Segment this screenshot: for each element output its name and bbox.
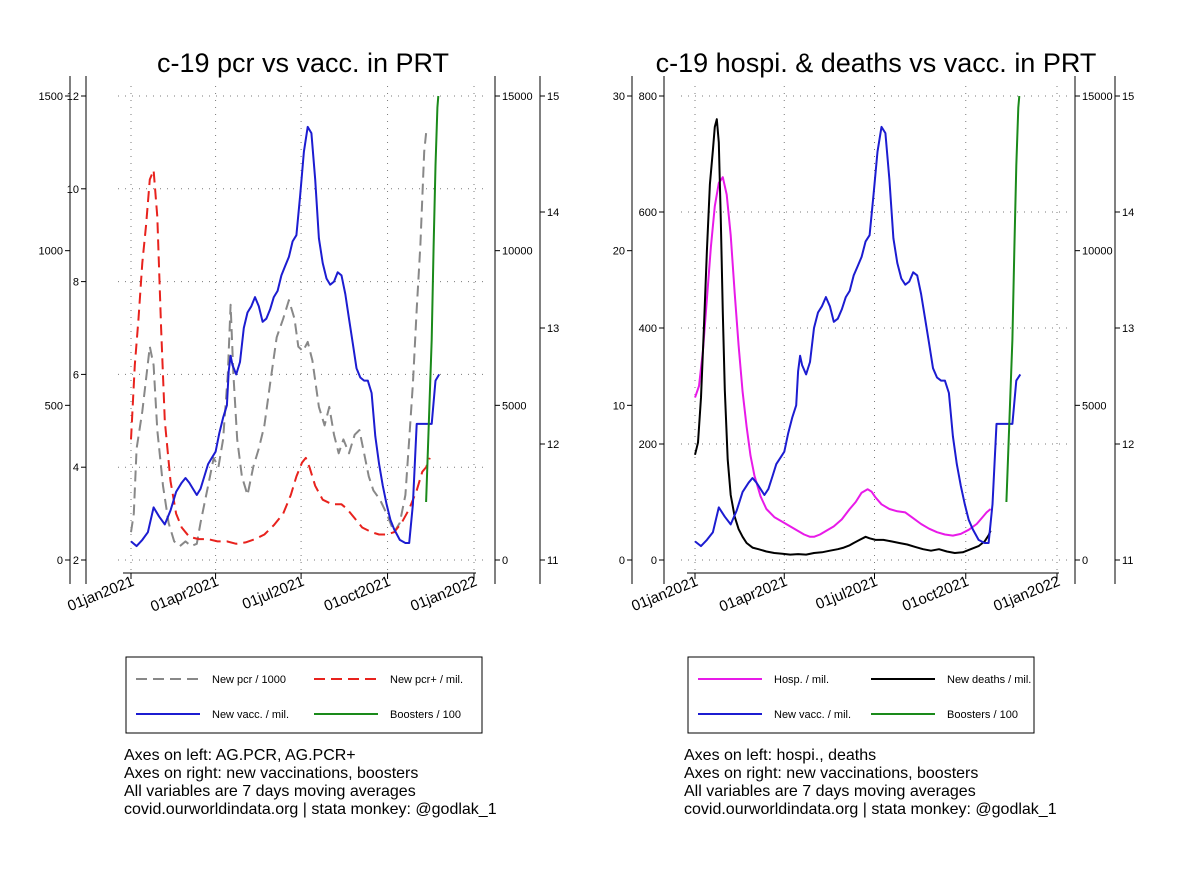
chart1-x-axis: 01jan2021 01apr2021 01jul2021 01oct2021 01ja… [65, 572, 479, 616]
chart1-note: Axes on left: AG.PCR, AG.PCR+ [124, 747, 356, 764]
chart2-y-tick-label: 12 [1122, 439, 1134, 451]
chart2-y-tick-label: 20 [613, 246, 625, 258]
chart1-y-axis-2: 2 4 6 8 10 12 [67, 76, 87, 584]
chart2-legend-label: New vacc. / mil. [774, 709, 851, 721]
chart2-y-tick-label: 11 [1122, 555, 1133, 567]
chart1-y-tick-label: 1000 [39, 246, 63, 258]
chart2-x-tick-label: 01apr2021 [717, 573, 790, 616]
chart2-legend-box [687, 656, 1035, 734]
chart2-y-axis-1: 0 10 20 30 [613, 76, 633, 584]
chart2-x-tick-label: 01oct2021 [900, 573, 971, 615]
chart1-x-tick-label: 01apr2021 [148, 573, 221, 616]
chart1-panel: c-19 pcr vs vacc. in PRT 0 500 1000 1500 2 4 6 8… [39, 48, 560, 818]
chart2-y-axis-2: 0 200 400 600 800 [639, 76, 665, 584]
chart1-y-axis-1: 0 500 1000 1500 [39, 76, 71, 584]
chart1-series-4-line [425, 95, 440, 503]
chart2-x-tick-label: 01jan2022 [991, 573, 1062, 615]
chart2-legend-label: Hosp. / mil. [774, 674, 829, 686]
chart1-legend: New pcr / 1000 New pcr+ / mil. New vacc. /… [125, 656, 483, 734]
chart2-y-tick-label: 10 [613, 400, 625, 412]
chart1-title: c-19 pcr vs vacc. in PRT [157, 48, 449, 78]
chart1-note: All variables are 7 days moving averages [124, 783, 416, 800]
chart1-note: covid.ourworldindata.org | stata monkey:… [124, 801, 497, 818]
chart2-y-tick-label: 14 [1122, 207, 1134, 219]
chart1-y-tick-label: 10000 [502, 246, 533, 258]
chart1-y-tick-label: 12 [547, 439, 559, 451]
chart2-y-tick-label: 15 [1122, 91, 1134, 103]
chart2-series-2-line [694, 118, 992, 556]
chart2-series-4-line [1005, 95, 1021, 503]
chart2-legend-label: Boosters / 100 [947, 709, 1018, 721]
chart2-x-axis: 01jan2021 01apr2021 01jul2021 01oct2021 01ja… [629, 572, 1062, 616]
chart1-series-1-line [130, 132, 428, 548]
chart1-y-tick-label: 5000 [502, 400, 526, 412]
chart2-y-tick-label: 400 [639, 323, 657, 335]
chart1-y-tick-label: 0 [57, 555, 63, 567]
chart2-panel: c-19 hospi. & deaths vs vacc. in PRT 0 10 2… [613, 48, 1135, 818]
chart1-y-axis-3: 0 5000 10000 15000 [494, 76, 533, 584]
chart1-y-tick-label: 0 [502, 555, 508, 567]
chart1-y-tick-label: 4 [73, 462, 79, 474]
chart1-y-tick-label: 15 [547, 91, 559, 103]
chart2-title: c-19 hospi. & deaths vs vacc. in PRT [656, 48, 1097, 78]
chart2-y-axis-3: 0 5000 10000 15000 [1074, 76, 1113, 584]
chart1-x-tick-label: 01jul2021 [240, 573, 307, 613]
chart2-x-tick-label: 01jul2021 [813, 573, 880, 613]
chart1-x-tick-label: 01jan2021 [65, 573, 136, 615]
chart2-y-tick-label: 800 [639, 91, 657, 103]
chart1-x-tick-label: 01jan2022 [408, 573, 479, 615]
chart2-note: covid.ourworldindata.org | stata monkey:… [684, 801, 1057, 818]
chart1-y-tick-label: 6 [73, 369, 79, 381]
chart2-series-1-line [694, 176, 992, 538]
chart1-note: Axes on right: new vaccinations, booster… [124, 765, 418, 782]
chart2-y-axis-4: 11 12 13 14 15 [1114, 76, 1134, 584]
chart2-gridlines [681, 86, 1068, 572]
chart1-series-3-line [130, 125, 441, 548]
chart1-y-tick-label: 15000 [502, 91, 533, 103]
chart1-x-tick-label: 01oct2021 [322, 573, 393, 615]
chart1-y-tick-label: 14 [547, 207, 559, 219]
chart2-y-tick-label: 10000 [1082, 246, 1113, 258]
chart1-y-tick-label: 8 [73, 277, 79, 289]
chart2-y-tick-label: 0 [651, 555, 657, 567]
chart2-y-tick-label: 13 [1122, 323, 1134, 335]
chart1-y-tick-label: 500 [45, 400, 63, 412]
chart1-y-tick-label: 1500 [39, 91, 63, 103]
chart2-note: All variables are 7 days moving averages [684, 783, 976, 800]
chart2-x-tick-label: 01jan2021 [629, 573, 700, 615]
chart1-y-axis-4: 11 12 13 14 15 [539, 76, 559, 584]
chart1-y-tick-label: 13 [547, 323, 559, 335]
chart1-legend-box [125, 656, 483, 734]
chart2-y-tick-label: 5000 [1082, 400, 1106, 412]
chart2-y-tick-label: 0 [619, 555, 625, 567]
chart2-y-tick-label: 600 [639, 207, 657, 219]
chart2-series-3-line [694, 125, 1022, 548]
chart1-y-tick-label: 12 [67, 91, 79, 103]
chart1-notes: Axes on left: AG.PCR, AG.PCR+Axes on rig… [124, 747, 497, 818]
chart1-y-tick-label: 2 [73, 555, 79, 567]
chart2-legend: Hosp. / mil. New deaths / mil. New vacc. /… [687, 656, 1035, 734]
chart1-y-tick-label: 10 [67, 184, 79, 196]
chart2-note: Axes on left: hospi., deaths [684, 747, 876, 764]
chart1-legend-label: New vacc. / mil. [212, 709, 289, 721]
chart1-y-tick-label: 11 [547, 555, 558, 567]
chart1-legend-label: New pcr / 1000 [212, 674, 286, 686]
chart2-y-tick-label: 0 [1082, 555, 1088, 567]
chart2-y-tick-label: 200 [639, 439, 657, 451]
chart2-note: Axes on right: new vaccinations, booster… [684, 765, 978, 782]
chart2-legend-label: New deaths / mil. [947, 674, 1031, 686]
chart2-y-tick-label: 30 [613, 91, 625, 103]
chart1-legend-label: New pcr+ / mil. [390, 674, 463, 686]
chart1-legend-label: Boosters / 100 [390, 709, 461, 721]
chart1-series-2-line [130, 169, 431, 545]
chart2-y-tick-label: 15000 [1082, 91, 1113, 103]
